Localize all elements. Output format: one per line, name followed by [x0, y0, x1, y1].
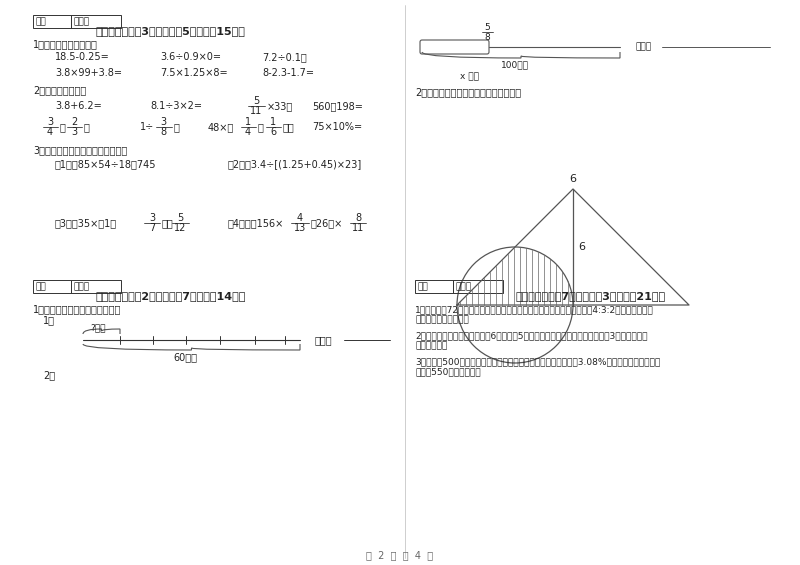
Text: 得分: 得分 — [36, 18, 46, 27]
Text: 3: 3 — [47, 117, 53, 127]
Text: （2）、3.4÷[(1.25+0.45)×23]: （2）、3.4÷[(1.25+0.45)×23] — [228, 159, 362, 169]
Text: 75×10%=: 75×10%= — [312, 122, 362, 132]
Text: （3）、35×（1－: （3）、35×（1－ — [55, 218, 117, 228]
Text: 8-2.3-1.7=: 8-2.3-1.7= — [262, 68, 314, 78]
Text: 体积是多少立方厘米？: 体积是多少立方厘米？ — [415, 315, 469, 324]
Text: 2。: 2。 — [43, 370, 55, 380]
Bar — [71, 15, 121, 28]
Text: 6: 6 — [570, 174, 577, 184]
Text: 560－198=: 560－198= — [312, 101, 363, 111]
Text: 8: 8 — [160, 127, 166, 137]
Text: 60千克: 60千克 — [173, 352, 197, 362]
Text: 得分: 得分 — [36, 282, 46, 292]
Text: 列式：: 列式： — [635, 42, 651, 51]
Text: 第  2  页  共  4  页: 第 2 页 共 4 页 — [366, 550, 434, 560]
Text: 3．兰兰将500元人民币存入银行（整存整出两年期），年利率是3.08%计算，两年后，她能买: 3．兰兰将500元人民币存入银行（整存整出两年期），年利率是3.08%计算，两年… — [415, 358, 660, 367]
Text: －26）×: －26）× — [311, 218, 343, 228]
Text: 评卷人: 评卷人 — [456, 282, 472, 292]
Text: 12: 12 — [174, 223, 186, 233]
Text: 3.8+6.2=: 3.8+6.2= — [55, 101, 102, 111]
Text: 1。: 1。 — [43, 315, 55, 325]
Text: 11: 11 — [250, 106, 262, 116]
Text: 11: 11 — [352, 223, 364, 233]
Text: 3: 3 — [71, 127, 77, 137]
Text: 5: 5 — [177, 213, 183, 223]
Text: （4）、（156×: （4）、（156× — [228, 218, 284, 228]
Text: 8: 8 — [484, 33, 490, 41]
Text: 4: 4 — [245, 127, 251, 137]
Text: ×33＝: ×33＝ — [267, 101, 294, 111]
Text: 六、应用题（共7小题，每题3分，共计21分）: 六、应用题（共7小题，每题3分，共计21分） — [515, 291, 665, 301]
Text: 评卷人: 评卷人 — [74, 18, 90, 27]
Text: ）＝: ）＝ — [283, 122, 294, 132]
Text: 7: 7 — [149, 223, 155, 233]
Text: 四、计算题（共3小题，每题5分，共计15分）: 四、计算题（共3小题，每题5分，共计15分） — [95, 26, 245, 36]
Text: 1: 1 — [270, 117, 276, 127]
Text: 13: 13 — [294, 223, 306, 233]
Text: 3.8×99+3.8=: 3.8×99+3.8= — [55, 68, 122, 78]
Text: 3．用运等式计算，能简算的简算。: 3．用运等式计算，能简算的简算。 — [33, 145, 127, 155]
Text: x 千米: x 千米 — [460, 72, 479, 81]
Text: 48×（: 48×（ — [208, 122, 234, 132]
Text: 评卷人: 评卷人 — [74, 282, 90, 292]
Text: 3.6÷0.9×0=: 3.6÷0.9×0= — [160, 52, 221, 62]
Text: 1．用一根长72厘米的铁丝围成一个长方体，这个长方体的长宽高的比是4:3:2，这个长方体的: 1．用一根长72厘米的铁丝围成一个长方体，这个长方体的长宽高的比是4:3:2，这… — [415, 306, 654, 315]
Text: 18.5-0.25=: 18.5-0.25= — [55, 52, 110, 62]
Text: 2．直接写出得数。: 2．直接写出得数。 — [33, 85, 86, 95]
Text: 2．求阴影部分的面积（单位：厘米）。: 2．求阴影部分的面积（单位：厘米）。 — [415, 87, 521, 97]
Text: 2．一个圆锥形钢锭，底面直径6分米，高5分米，体积多少？如果每立方分米重3千克，这个钢: 2．一个圆锥形钢锭，底面直径6分米，高5分米，体积多少？如果每立方分米重3千克，… — [415, 332, 647, 341]
Text: ?千克: ?千克 — [90, 324, 106, 332]
Text: －: － — [60, 122, 66, 132]
Text: 6: 6 — [578, 242, 585, 252]
Text: 锭重几千克？: 锭重几千克？ — [415, 341, 447, 350]
Text: 1÷: 1÷ — [140, 122, 154, 132]
Text: 1．直接写出计算结果。: 1．直接写出计算结果。 — [33, 39, 98, 49]
Text: 5: 5 — [484, 24, 490, 33]
Text: －: － — [258, 122, 264, 132]
Text: ＝: ＝ — [174, 122, 180, 132]
Text: ＝: ＝ — [84, 122, 90, 132]
Text: 价值为550元的礼物吗？: 价值为550元的礼物吗？ — [415, 367, 481, 376]
Text: 4: 4 — [47, 127, 53, 137]
Text: 8.1÷3×2=: 8.1÷3×2= — [150, 101, 202, 111]
FancyBboxPatch shape — [420, 40, 489, 54]
Text: 5: 5 — [253, 96, 259, 106]
Text: ）－: ）－ — [162, 218, 174, 228]
Bar — [33, 280, 71, 293]
Text: 6: 6 — [270, 127, 276, 137]
Bar — [453, 280, 503, 293]
Bar — [415, 280, 453, 293]
Text: 7.5×1.25×8=: 7.5×1.25×8= — [160, 68, 228, 78]
Text: 五、综合题（共2小题，每题7分，共计14分）: 五、综合题（共2小题，每题7分，共计14分） — [95, 291, 246, 301]
Text: 3: 3 — [149, 213, 155, 223]
Text: 列式：: 列式： — [315, 335, 333, 345]
Text: （1）、85×54÷18＋745: （1）、85×54÷18＋745 — [55, 159, 157, 169]
Text: 2: 2 — [71, 117, 77, 127]
Text: 100千米: 100千米 — [501, 60, 529, 69]
Text: 3: 3 — [160, 117, 166, 127]
Text: 1: 1 — [245, 117, 251, 127]
Text: 8: 8 — [355, 213, 361, 223]
Text: 1．看图列算式成方程，不计算：: 1．看图列算式成方程，不计算： — [33, 304, 122, 314]
Text: 4: 4 — [297, 213, 303, 223]
Text: 得分: 得分 — [418, 282, 429, 292]
Text: 7.2÷0.1＝: 7.2÷0.1＝ — [262, 52, 306, 62]
Bar — [33, 15, 71, 28]
Bar — [71, 280, 121, 293]
